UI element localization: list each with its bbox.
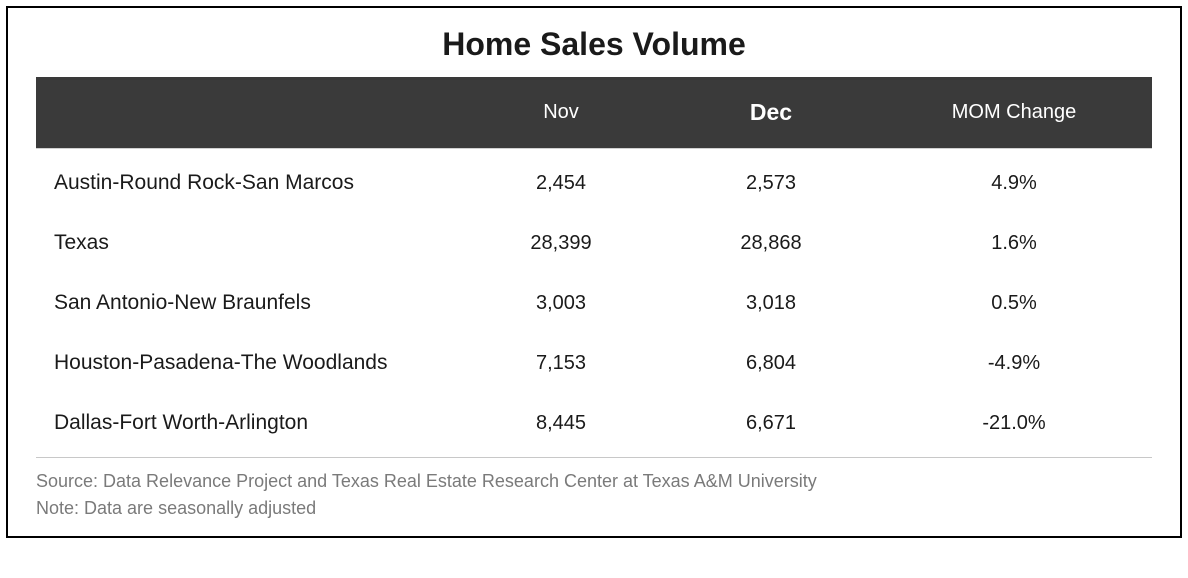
table-row: Houston-Pasadena-The Woodlands 7,153 6,8… xyxy=(36,333,1152,393)
cell-mom: -4.9% xyxy=(876,352,1152,375)
cell-nov: 8,445 xyxy=(456,412,666,435)
table-row: Austin-Round Rock-San Marcos 2,454 2,573… xyxy=(36,153,1152,213)
cell-region: Austin-Round Rock-San Marcos xyxy=(36,171,456,195)
cell-dec: 2,573 xyxy=(666,172,876,195)
cell-region: Houston-Pasadena-The Woodlands xyxy=(36,351,456,375)
table-row: Dallas-Fort Worth-Arlington 8,445 6,671 … xyxy=(36,393,1152,453)
cell-nov: 28,399 xyxy=(456,232,666,255)
cell-region: Dallas-Fort Worth-Arlington xyxy=(36,411,456,435)
table-header-row: Nov Dec MOM Change xyxy=(36,77,1152,149)
cell-dec: 6,671 xyxy=(666,412,876,435)
footer-note: Note: Data are seasonally adjusted xyxy=(36,495,1152,522)
cell-nov: 2,454 xyxy=(456,172,666,195)
cell-region: San Antonio-New Braunfels xyxy=(36,291,456,315)
cell-nov: 3,003 xyxy=(456,292,666,315)
cell-dec: 6,804 xyxy=(666,352,876,375)
cell-nov: 7,153 xyxy=(456,352,666,375)
table-row: San Antonio-New Braunfels 3,003 3,018 0.… xyxy=(36,273,1152,333)
cell-mom: 1.6% xyxy=(876,232,1152,255)
cell-dec: 3,018 xyxy=(666,292,876,315)
cell-mom: -21.0% xyxy=(876,412,1152,435)
table-body: Austin-Round Rock-San Marcos 2,454 2,573… xyxy=(36,149,1152,458)
cell-dec: 28,868 xyxy=(666,232,876,255)
cell-mom: 0.5% xyxy=(876,292,1152,315)
header-nov: Nov xyxy=(456,101,666,124)
table-footer: Source: Data Relevance Project and Texas… xyxy=(36,458,1152,522)
header-dec: Dec xyxy=(666,99,876,126)
cell-region: Texas xyxy=(36,231,456,255)
header-mom: MOM Change xyxy=(876,101,1152,124)
page-title: Home Sales Volume xyxy=(36,26,1152,63)
table-row: Texas 28,399 28,868 1.6% xyxy=(36,213,1152,273)
footer-source: Source: Data Relevance Project and Texas… xyxy=(36,468,1152,495)
cell-mom: 4.9% xyxy=(876,172,1152,195)
sales-table: Nov Dec MOM Change Austin-Round Rock-San… xyxy=(36,77,1152,458)
sales-table-container: Home Sales Volume Nov Dec MOM Change Aus… xyxy=(6,6,1182,538)
